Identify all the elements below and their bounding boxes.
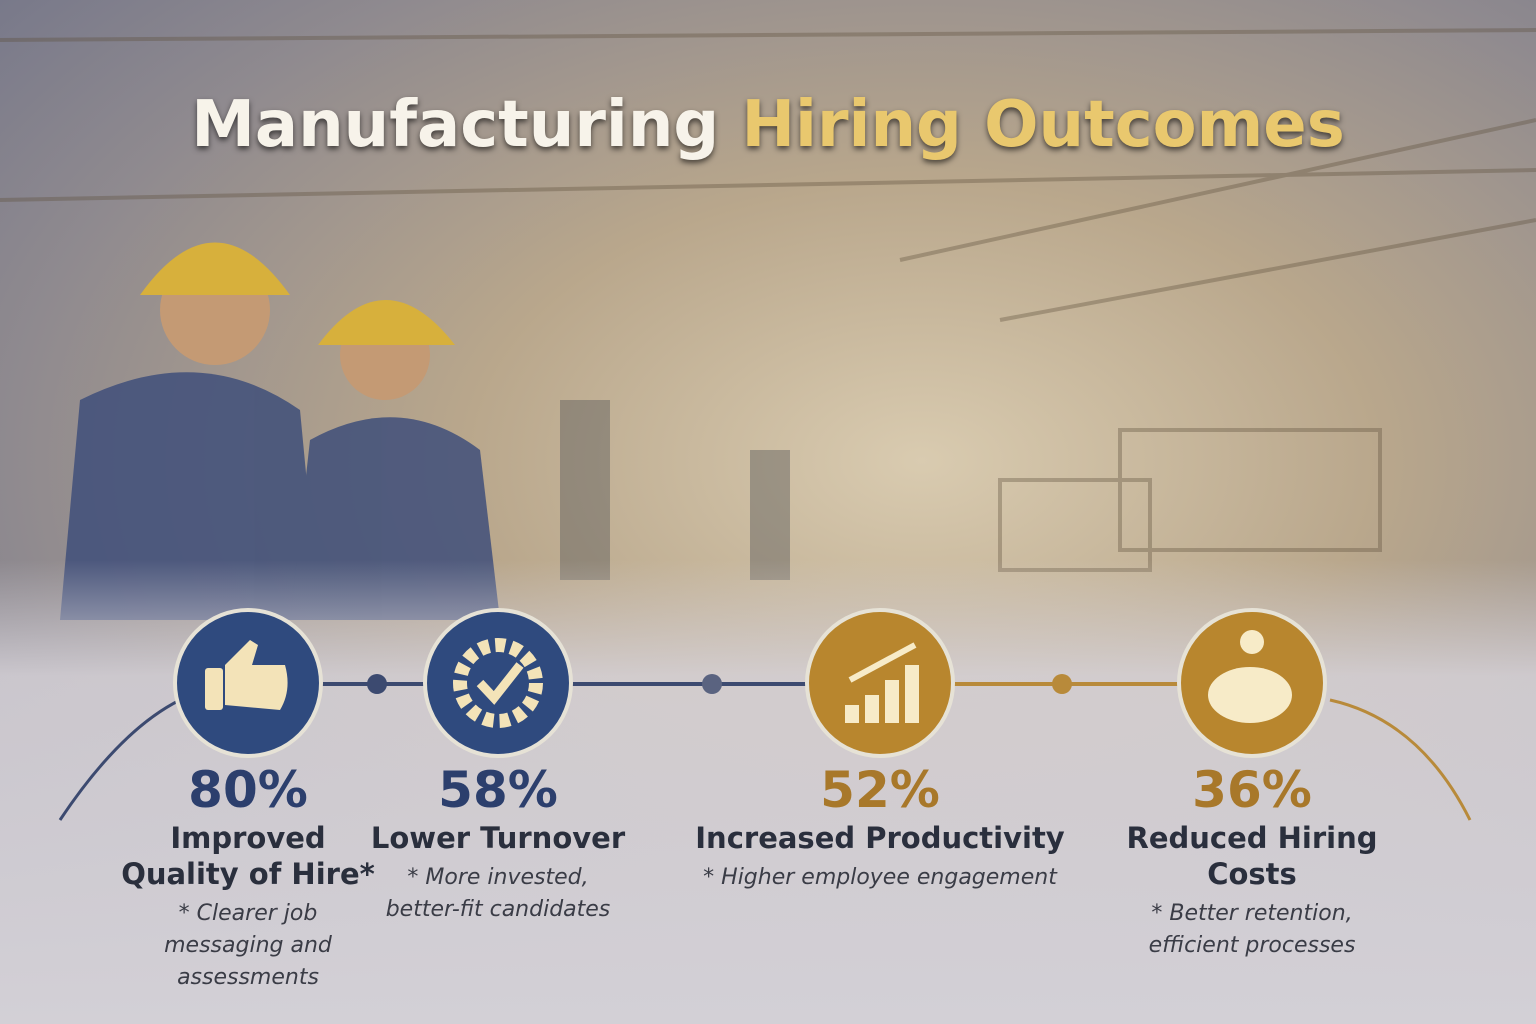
stat-block: 80% Improved Quality of Hire* * Clearer jo… (118, 760, 378, 994)
stat-value: 52% (820, 761, 940, 819)
stat-label: Lower Turnover (370, 821, 626, 855)
title: Manufacturing Hiring Outcomes (0, 88, 1536, 162)
title-part: Manufacturing (191, 88, 720, 162)
stat-note: * More invested, better-fit candidates (385, 865, 611, 922)
stat-block: 52% Increased Productivity * Higher employ… (690, 760, 1070, 894)
stat-block: 58% Lower Turnover * More invested, better… (368, 760, 628, 926)
stat-note: * Clearer job messaging and assessments (164, 901, 332, 990)
stat-value: 80% (188, 761, 308, 819)
title-part: Hiring Outcomes (741, 88, 1345, 162)
stat-label: Reduced Hiring Costs (1126, 821, 1378, 891)
stat-value: 36% (1192, 761, 1312, 819)
stat-label: Improved Quality of Hire* (121, 821, 375, 891)
stat-value: 58% (438, 761, 558, 819)
stat-block: 36% Reduced Hiring Costs * Better retentio… (1122, 760, 1382, 962)
stat-label: Increased Productivity (695, 821, 1065, 855)
stat-note: * Better retention, efficient processes (1148, 901, 1356, 958)
stat-note: * Higher employee engagement (703, 865, 1057, 890)
